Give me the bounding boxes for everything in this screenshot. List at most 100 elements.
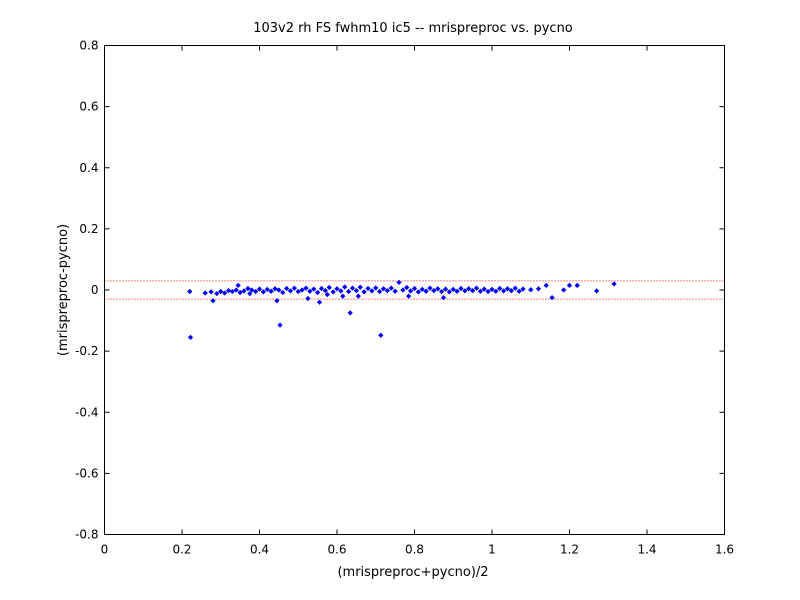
data-point-9 — [218, 288, 224, 295]
data-points — [187, 279, 617, 340]
data-point-106 — [611, 281, 617, 287]
data-point-36 — [307, 288, 313, 294]
data-point-40 — [318, 285, 325, 292]
data-point-64 — [400, 287, 406, 293]
data-point-29 — [284, 285, 290, 292]
data-point-67 — [408, 288, 414, 294]
data-point-1 — [277, 322, 283, 328]
data-point-8 — [214, 291, 220, 297]
data-point-23 — [264, 286, 270, 293]
data-point-93 — [504, 286, 511, 292]
x-tick-label-8: 1.6 — [715, 543, 734, 557]
data-point-33 — [299, 287, 305, 293]
y-tick-label-5: 0.2 — [79, 222, 98, 236]
data-point-84 — [470, 287, 476, 294]
data-point-59 — [380, 286, 387, 292]
data-point-22 — [260, 289, 266, 295]
data-point-16 — [241, 288, 247, 294]
x-tick-label-4: 0.8 — [405, 543, 424, 557]
data-point-53 — [357, 284, 363, 290]
data-point-82 — [462, 288, 468, 294]
data-point-99 — [535, 286, 542, 292]
data-point-26 — [274, 298, 280, 304]
data-point-45 — [334, 286, 340, 292]
data-point-31 — [291, 285, 297, 291]
data-point-105 — [594, 288, 600, 294]
x-axis-label: (mrispreproc+pycno)/2 — [337, 565, 488, 580]
data-point-81 — [458, 285, 464, 292]
data-point-13 — [233, 287, 239, 293]
data-point-70 — [419, 286, 425, 293]
data-point-66 — [406, 293, 412, 299]
x-tick-label-1: 0.2 — [172, 543, 191, 557]
data-point-72 — [427, 285, 433, 291]
data-point-102 — [561, 287, 567, 293]
data-point-83 — [466, 286, 472, 292]
data-point-60 — [384, 287, 390, 294]
data-point-90 — [493, 288, 499, 294]
data-point-11 — [225, 287, 232, 294]
y-tick-label-3: -0.2 — [75, 344, 98, 358]
data-point-54 — [361, 289, 367, 295]
chart-title: 103v2 rh FS fwhm10 ic5 -- mrispreproc vs… — [253, 21, 573, 36]
data-point-39 — [316, 299, 323, 305]
data-point-28 — [280, 289, 286, 296]
y-tick-label-7: 0.6 — [79, 100, 98, 114]
data-point-55 — [365, 285, 371, 292]
x-tick-label-0: 0 — [101, 543, 109, 557]
reference-lines — [104, 280, 725, 300]
data-point-25 — [272, 286, 278, 292]
x-axis-ticks: 0 0.2 0.4 0.6 0.8 1 1.2 1.4 1.6 — [101, 45, 734, 557]
data-point-78 — [446, 289, 452, 295]
data-point-57 — [373, 285, 379, 291]
data-point-12 — [229, 288, 235, 295]
x-tick-label-3: 0.6 — [327, 543, 346, 557]
data-point-61 — [388, 285, 394, 291]
x-tick-label-7: 1.4 — [637, 543, 656, 557]
data-point-4 — [187, 288, 193, 295]
data-point-89 — [489, 286, 495, 293]
data-point-74 — [435, 286, 441, 292]
data-point-52 — [355, 293, 361, 299]
data-point-65 — [404, 284, 410, 291]
data-point-44 — [330, 289, 336, 295]
x-tick-label-5: 1 — [488, 543, 496, 557]
data-point-86 — [477, 288, 483, 294]
data-point-63 — [396, 279, 402, 285]
data-point-46 — [338, 288, 344, 294]
data-point-3 — [378, 332, 384, 338]
data-point-18 — [247, 291, 253, 297]
y-tick-label-8: 0.8 — [79, 39, 98, 53]
data-point-41 — [322, 287, 328, 294]
data-point-75 — [439, 288, 445, 295]
data-point-49 — [346, 288, 352, 295]
data-point-62 — [392, 288, 398, 294]
data-point-69 — [415, 289, 421, 295]
data-point-58 — [377, 288, 383, 295]
y-axis-label: (mrispreproc-pycno) — [56, 224, 71, 356]
data-point-101 — [549, 295, 555, 301]
data-point-77 — [442, 286, 449, 292]
data-point-19 — [249, 287, 255, 293]
data-point-17 — [245, 285, 251, 292]
data-point-27 — [276, 287, 282, 293]
data-point-6 — [208, 289, 214, 295]
data-point-5 — [202, 290, 208, 296]
data-point-14 — [235, 282, 241, 289]
y-tick-label-0: -0.8 — [75, 528, 98, 542]
data-point-97 — [520, 286, 526, 292]
data-point-35 — [305, 295, 311, 302]
data-point-98 — [528, 287, 534, 293]
data-point-92 — [501, 288, 507, 294]
data-point-56 — [369, 288, 375, 294]
data-point-24 — [268, 288, 274, 294]
data-point-103 — [566, 282, 573, 289]
data-point-68 — [411, 285, 418, 292]
data-point-104 — [574, 282, 580, 289]
data-point-38 — [315, 289, 321, 296]
y-tick-label-2: -0.4 — [75, 405, 98, 419]
y-tick-label-1: -0.6 — [75, 466, 98, 480]
data-point-79 — [450, 286, 456, 293]
data-point-73 — [431, 287, 437, 294]
